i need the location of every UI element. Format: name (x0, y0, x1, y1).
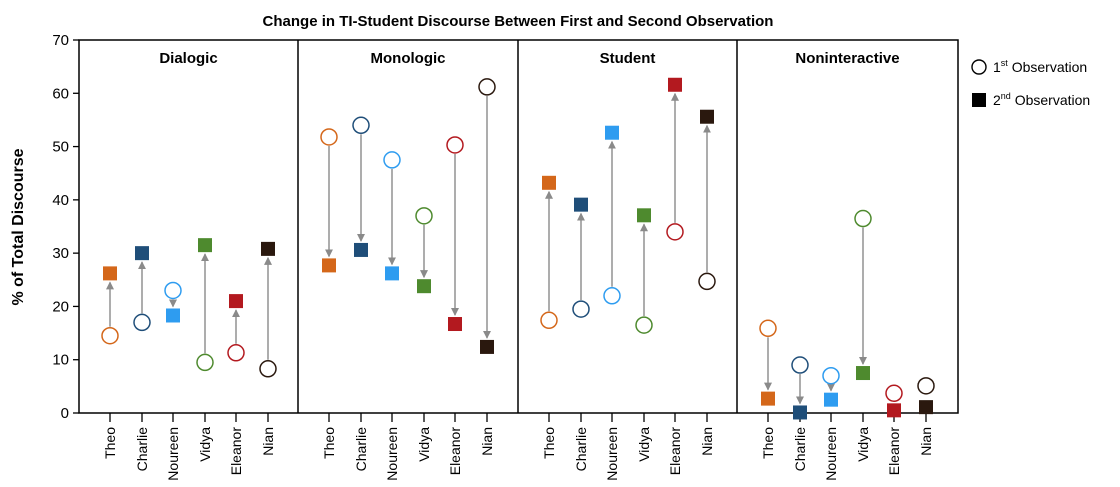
first-observation-point (885, 384, 903, 403)
second-observation-point (793, 405, 807, 420)
panel-monologic: Monologic Theo Charlie Noureen Vidya Eleanor N… (320, 50, 496, 481)
second-observation-point (761, 391, 775, 406)
first-observation-point (196, 353, 214, 372)
teacher-name-label: Noureen (384, 427, 400, 481)
teacher-name-label: Charlie (134, 427, 150, 472)
teacher-name-label: Nian (918, 427, 934, 456)
teacher-name-label: Charlie (573, 427, 589, 472)
first-observation-point (759, 319, 777, 338)
second-observation-point (856, 366, 870, 381)
legend-first-label: 1st Observation (993, 58, 1087, 75)
panel-title: Noninteractive (795, 50, 899, 67)
second-observation-point (103, 266, 117, 281)
teacher-name-label: Nian (260, 427, 276, 456)
teacher-name-label: Vidya (855, 427, 871, 462)
teacher-name-label: Eleanor (886, 427, 902, 476)
first-observation-point (415, 207, 433, 225)
first-observation-point (320, 128, 338, 146)
teacher-name-label: Theo (760, 427, 776, 459)
second-observation-point (385, 266, 399, 281)
second-observation-point (542, 175, 556, 190)
second-observation-point (448, 317, 462, 332)
legend-second-label: 2nd Observation (993, 91, 1090, 108)
first-observation-point (791, 356, 809, 374)
first-observation-point (854, 209, 872, 228)
second-observation-point (417, 279, 431, 294)
y-tick-label: 50 (52, 139, 69, 156)
first-observation-point (164, 281, 182, 300)
second-observation-point (354, 242, 368, 257)
y-tick-label: 20 (52, 298, 69, 315)
second-observation-point (480, 339, 494, 354)
first-observation-point (917, 377, 935, 395)
first-observation-point (822, 366, 840, 385)
first-observation-point (603, 287, 621, 305)
first-observation-point (383, 151, 401, 169)
second-observation-point (261, 241, 275, 256)
panel-student: Student Theo Charlie Noureen Vidya Eleanor Nia… (540, 50, 716, 481)
teacher-name-label: Charlie (792, 427, 808, 472)
second-observation-point (229, 294, 243, 309)
first-observation-point (635, 316, 653, 334)
legend-circle-marker (971, 59, 987, 75)
axes: 0 10 20 30 40 50 60 70 (52, 32, 959, 422)
second-observation-point (700, 109, 714, 124)
y-tick-label: 40 (52, 192, 69, 209)
teacher-name-label: Vidya (416, 427, 432, 462)
teacher-name-label: Noureen (165, 427, 181, 481)
second-observation-point (166, 308, 180, 323)
y-tick-label: 70 (52, 32, 69, 49)
second-observation-point (135, 246, 149, 261)
teacher-name-label: Eleanor (447, 427, 463, 476)
first-observation-point (478, 78, 496, 96)
teacher-name-label: Theo (321, 427, 337, 459)
chart-title: Change in TI-Student Discourse Between F… (263, 13, 774, 30)
second-observation-point (574, 197, 588, 212)
teacher-name-label: Noureen (823, 427, 839, 481)
teacher-name-label: Nian (699, 427, 715, 456)
teacher-name-label: Theo (541, 427, 557, 459)
y-tick-label: 60 (52, 85, 69, 102)
teacher-name-label: Vidya (197, 427, 213, 462)
first-observation-point (572, 300, 590, 318)
panel-dialogic: Dialogic Theo Charlie Noureen Vidya Eleanor Ni… (101, 50, 277, 481)
first-observation-point (133, 313, 151, 332)
first-observation-point (352, 116, 370, 135)
second-observation-point (322, 258, 336, 273)
first-observation-point (446, 136, 464, 154)
teacher-name-label: Noureen (604, 427, 620, 481)
second-observation-point (668, 77, 682, 92)
first-observation-point (227, 344, 245, 362)
teacher-name-label: Nian (479, 427, 495, 456)
panel-noninteractive: Noninteractive Theo Charlie Noureen Vidya Ele… (759, 50, 935, 481)
y-axis-label: % of Total Discourse (10, 148, 27, 305)
legend: 1st Observation 2nd Observation (971, 58, 1090, 108)
y-tick-label: 0 (61, 405, 69, 422)
second-observation-point (919, 400, 933, 415)
first-observation-point (698, 272, 716, 291)
teacher-name-label: Vidya (636, 427, 652, 462)
legend-square-marker (972, 93, 986, 107)
first-observation-point (259, 360, 277, 378)
panel-title: Dialogic (159, 50, 217, 67)
first-observation-point (666, 223, 684, 241)
teacher-name-label: Theo (102, 427, 118, 459)
y-tick-label: 30 (52, 245, 69, 262)
panel-title: Student (600, 50, 656, 67)
second-observation-point (824, 392, 838, 407)
teacher-name-label: Charlie (353, 427, 369, 472)
y-tick-label: 10 (52, 352, 69, 369)
second-observation-point (198, 238, 212, 253)
panels: Dialogic Theo Charlie Noureen Vidya Eleanor Ni… (101, 50, 935, 481)
first-observation-point (101, 326, 119, 345)
panel-title: Monologic (371, 50, 446, 67)
second-observation-point (605, 125, 619, 140)
teacher-name-label: Eleanor (667, 427, 683, 476)
teacher-name-label: Eleanor (228, 427, 244, 476)
second-observation-point (637, 208, 651, 223)
second-observation-point (887, 403, 901, 418)
first-observation-point (540, 311, 558, 330)
